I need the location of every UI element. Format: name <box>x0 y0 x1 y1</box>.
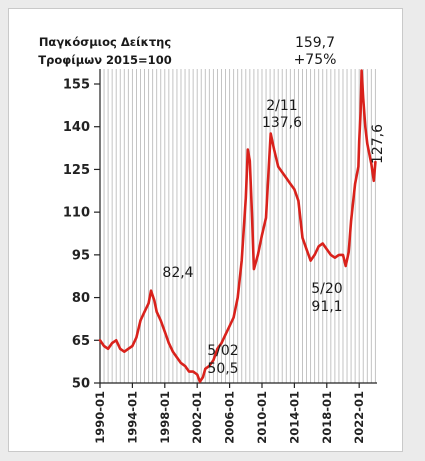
y-tick-label: 125 <box>63 163 90 178</box>
y-tick-label: 95 <box>72 248 90 263</box>
peak-annotation-value: 159,7 <box>295 35 335 51</box>
x-tick-label: 2018-01 <box>320 391 334 444</box>
x-tick-label: 1998-01 <box>158 391 172 444</box>
food-price-index-chart: 50 65 80 95 110 125 140 155 1990-01 1994-01 1998-… <box>38 35 386 444</box>
annotation-2002-value: 50,5 <box>207 361 238 377</box>
x-tick-label: 2002-01 <box>190 391 204 444</box>
x-tick-labels: 1990-01 1994-01 1998-01 2002-01 2006-01 2010-… <box>93 391 366 444</box>
annotation-1996-value: 82,4 <box>162 265 193 281</box>
grid-lines <box>99 69 376 383</box>
y-tick-label: 65 <box>72 334 90 349</box>
y-tick-label: 140 <box>63 120 90 135</box>
x-tick-label: 1990-01 <box>93 391 107 444</box>
y-tick-label: 155 <box>63 78 90 93</box>
axes <box>94 69 377 388</box>
annotation-2002-date: 5/02 <box>207 343 238 359</box>
y-tick-label: 110 <box>63 206 90 221</box>
chart-frame: 50 65 80 95 110 125 140 155 1990-01 1994-01 1998-… <box>8 8 403 452</box>
series-line <box>98 69 377 383</box>
annotation-2011-value: 137,6 <box>262 115 302 131</box>
y-tick-labels: 50 65 80 95 110 125 140 155 <box>63 78 90 392</box>
annotation-latest-value: 127,6 <box>370 124 386 164</box>
annotation-2020-value: 91,1 <box>311 299 342 315</box>
y-tick-label: 50 <box>72 377 90 392</box>
chart-title: Παγκόσμιος Δείκτης <box>39 35 172 49</box>
x-tick-label: 1994-01 <box>125 391 139 444</box>
x-tick-label: 2014-01 <box>287 391 301 444</box>
annotation-2011-date: 2/11 <box>266 98 297 114</box>
x-tick-label: 2022-01 <box>352 391 366 444</box>
x-tick-label: 2006-01 <box>223 391 237 444</box>
chart-subtitle: Τροφίμων 2015=100 <box>38 53 171 67</box>
peak-annotation-change: +75% <box>294 52 337 68</box>
x-tick-label: 2010-01 <box>255 391 269 444</box>
y-tick-label: 80 <box>72 291 90 306</box>
series-group <box>98 69 377 383</box>
annotation-2020-date: 5/20 <box>311 281 342 297</box>
